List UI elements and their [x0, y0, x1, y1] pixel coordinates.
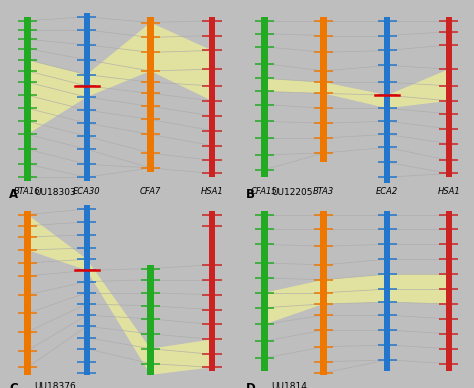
- Polygon shape: [324, 274, 387, 304]
- Text: C: C: [9, 382, 18, 388]
- Text: UU12205: UU12205: [271, 189, 313, 197]
- Bar: [24, 17, 31, 181]
- Polygon shape: [150, 23, 212, 101]
- Bar: [24, 211, 31, 375]
- Text: CFA7: CFA7: [140, 187, 161, 196]
- Bar: [320, 17, 327, 162]
- Text: BTA3: BTA3: [313, 187, 334, 196]
- Text: ECA30: ECA30: [73, 187, 100, 196]
- Text: BTA16: BTA16: [14, 187, 41, 196]
- Text: CFA15: CFA15: [251, 187, 278, 196]
- Text: ECA15: ECA15: [374, 0, 401, 2]
- Polygon shape: [387, 69, 449, 108]
- Text: CFA2: CFA2: [17, 0, 38, 2]
- Bar: [261, 211, 267, 371]
- Text: BTA11: BTA11: [310, 0, 337, 2]
- Text: ECA2: ECA2: [376, 187, 399, 196]
- Text: B: B: [246, 189, 255, 201]
- Bar: [384, 17, 391, 183]
- Polygon shape: [264, 280, 324, 324]
- Polygon shape: [150, 340, 212, 375]
- Bar: [446, 211, 452, 371]
- Bar: [147, 265, 154, 375]
- Polygon shape: [27, 60, 87, 134]
- Bar: [147, 17, 154, 171]
- Text: UU1814: UU1814: [271, 382, 307, 388]
- Text: A: A: [9, 189, 18, 201]
- Polygon shape: [27, 215, 87, 270]
- Text: HSA2: HSA2: [438, 0, 460, 2]
- Bar: [209, 211, 215, 371]
- Polygon shape: [87, 259, 150, 375]
- Polygon shape: [87, 23, 150, 97]
- Bar: [209, 17, 215, 177]
- Text: D: D: [246, 382, 256, 388]
- Text: BTA13: BTA13: [137, 0, 164, 2]
- Text: HSA1: HSA1: [201, 187, 223, 196]
- Text: UU18303: UU18303: [34, 189, 76, 197]
- Text: HSA10: HSA10: [198, 0, 226, 2]
- Text: HSA1: HSA1: [438, 187, 460, 196]
- Bar: [83, 205, 90, 375]
- Bar: [83, 13, 90, 181]
- Text: ECA29: ECA29: [73, 0, 100, 2]
- Text: CFA10: CFA10: [251, 0, 278, 2]
- Bar: [384, 211, 391, 371]
- Bar: [446, 17, 452, 177]
- Bar: [320, 211, 327, 375]
- Text: UU18376: UU18376: [34, 382, 76, 388]
- Polygon shape: [387, 274, 449, 304]
- Bar: [261, 17, 267, 177]
- Polygon shape: [264, 78, 324, 94]
- Polygon shape: [324, 82, 387, 108]
